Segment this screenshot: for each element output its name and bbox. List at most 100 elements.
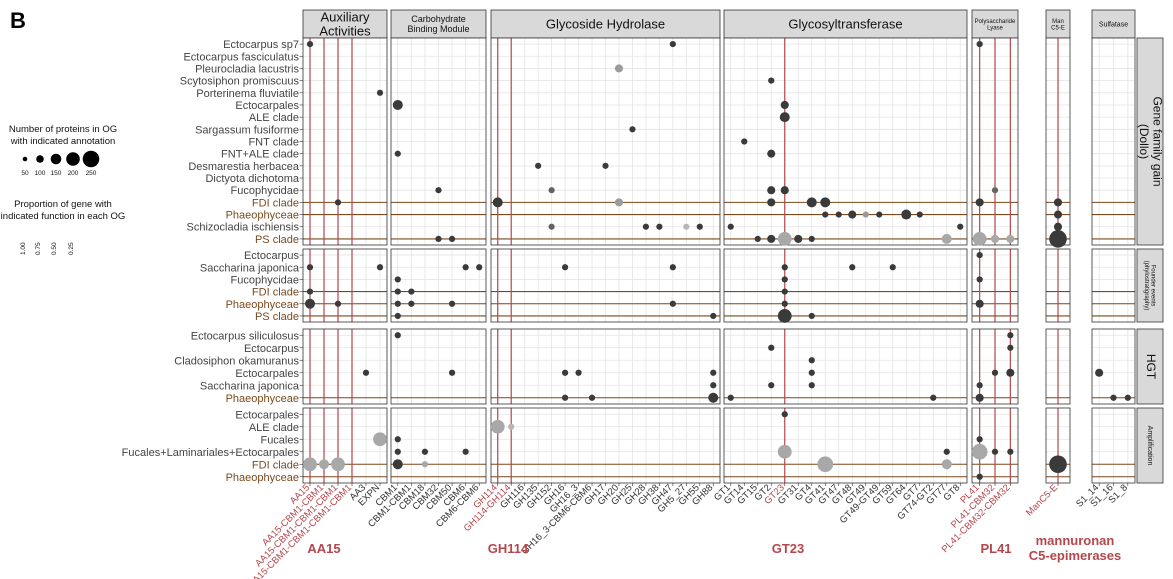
data-point (535, 162, 542, 169)
size-legend-title: Number of proteins in OG (9, 124, 117, 135)
panel-border (390, 248, 487, 323)
row-label: Phaeophyceae (226, 210, 299, 222)
shade-legend-value: 0.25 (68, 242, 75, 255)
data-point (976, 473, 983, 480)
size-legend-value: 150 (51, 170, 62, 177)
panel-border (390, 37, 487, 246)
row-label: Saccharina japonica (200, 380, 300, 392)
data-point (975, 393, 984, 402)
data-point (394, 288, 401, 295)
row-label: Ectocarpus (244, 250, 300, 262)
data-point (975, 299, 984, 308)
row-label: ALE clade (249, 112, 299, 124)
data-point (727, 223, 734, 230)
panel-border (302, 407, 388, 484)
panel-border (490, 328, 721, 405)
group-strip (723, 9, 968, 39)
size-legend-key (50, 153, 62, 165)
data-point (767, 186, 776, 195)
data-point (710, 382, 717, 389)
data-point (334, 300, 342, 307)
data-point (991, 187, 999, 194)
data-point (421, 461, 429, 468)
row-label: Cladosiphon okamuranus (174, 355, 299, 367)
row-label: Fucophycidae (231, 274, 300, 286)
row-label: FNT+ALE clade (221, 149, 299, 161)
facet-strip-title: Amplification (1146, 426, 1153, 466)
data-point (331, 457, 345, 472)
data-point (777, 232, 792, 246)
data-point (808, 369, 815, 376)
data-point (448, 300, 456, 307)
row-label: Ectocarpales (235, 409, 299, 421)
data-point (781, 276, 788, 283)
shade-legend-value: 0.75 (35, 242, 42, 255)
data-point (976, 251, 983, 259)
data-point (941, 233, 952, 244)
row-label: Ectocarpales (235, 368, 299, 380)
data-point (303, 457, 317, 472)
data-point (561, 394, 569, 401)
group-strip (1045, 9, 1071, 39)
data-point (862, 211, 869, 218)
row-label: Dictyota dichotoma (205, 173, 299, 185)
panel-border (390, 328, 487, 405)
size-legend-key (36, 155, 44, 163)
data-point (1053, 198, 1063, 207)
panel-border (1045, 248, 1071, 323)
highlight-group-label: GT23 (772, 541, 805, 556)
row-label: PS clade (255, 311, 299, 323)
panel-background (724, 408, 967, 483)
row-label: FDI clade (252, 459, 299, 471)
panel-background (303, 408, 387, 483)
panel-border (723, 407, 968, 484)
data-point (1006, 368, 1015, 377)
panel-background (724, 249, 967, 322)
row-label: Phaeophyceae (226, 472, 299, 484)
group-strip-title: Sulfatase (1099, 21, 1128, 28)
highlight-group-label: mannuronan (1036, 533, 1115, 548)
row-label: Ectocarpus (244, 343, 300, 355)
data-point (448, 235, 456, 243)
data-point (602, 162, 609, 169)
row-label: Porterinema fluviatile (196, 88, 299, 100)
data-point (448, 369, 456, 376)
row-label: Pleurocladia lacustris (195, 63, 299, 75)
data-point (334, 199, 342, 206)
data-point (508, 423, 515, 430)
row-label: Ectocarpus siliculosus (191, 330, 300, 342)
data-point (754, 235, 761, 243)
data-point (1110, 394, 1117, 401)
shade-legend-title: indicated function in each OG (1, 211, 126, 222)
data-point (708, 392, 719, 403)
data-point (957, 223, 964, 230)
row-label: Scytosiphon promiscuus (180, 76, 300, 88)
data-point (768, 77, 775, 84)
panel-border (1091, 248, 1136, 323)
data-point (669, 300, 676, 307)
data-point (561, 369, 569, 376)
facet-strip-title: (phylostratigraphy) (1143, 261, 1149, 311)
size-legend-value: 250 (86, 170, 97, 177)
panel-border (971, 248, 1019, 323)
data-point (808, 312, 815, 320)
row-label: Phaeophyceae (226, 299, 299, 311)
data-point (972, 232, 987, 246)
data-point (394, 332, 401, 339)
facet-strip (1136, 37, 1164, 246)
data-point (462, 264, 469, 271)
data-point (435, 187, 442, 194)
row-label: FDI clade (252, 287, 299, 299)
data-point (376, 89, 384, 96)
data-point (768, 382, 775, 389)
data-point (1007, 344, 1014, 351)
highlight-group-label: PL41 (980, 541, 1011, 556)
data-point (394, 276, 401, 283)
data-point (781, 264, 788, 271)
data-point (373, 432, 387, 447)
data-point (696, 223, 703, 230)
facet-strip-title: Founder events (1150, 265, 1156, 307)
group-strip (302, 9, 388, 39)
data-point (780, 100, 789, 110)
